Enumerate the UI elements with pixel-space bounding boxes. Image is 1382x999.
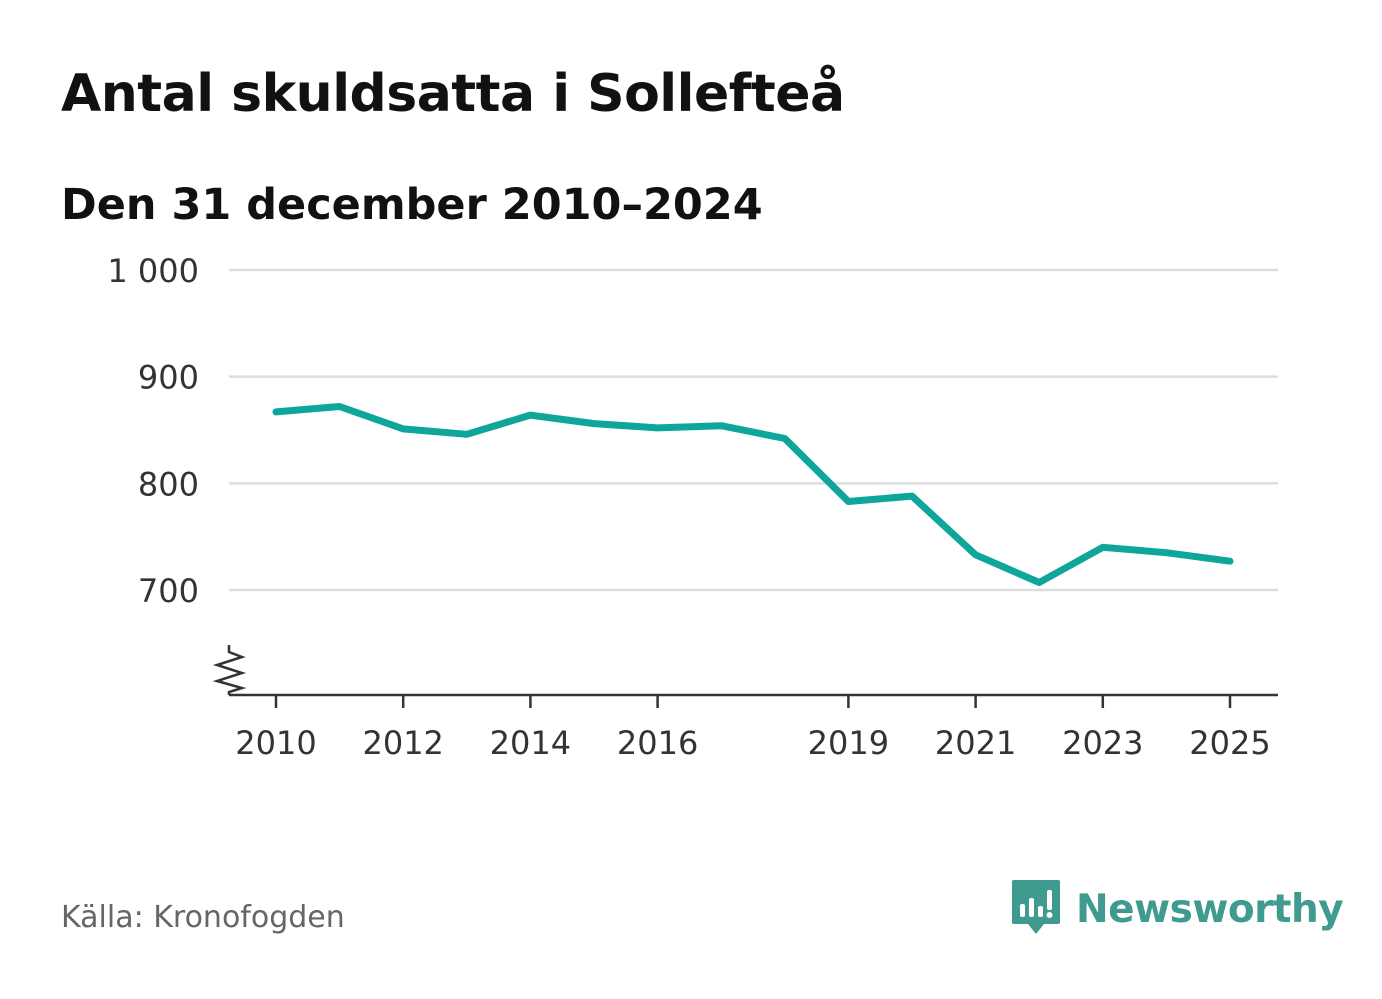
series-line xyxy=(272,403,1234,586)
x-tick-label: 2010 xyxy=(235,724,316,762)
x-tick-label: 2025 xyxy=(1189,724,1270,762)
newsworthy-logo: Newsworthy xyxy=(1010,878,1344,940)
chart-subtitle: Den 31 december 2010–2024 xyxy=(61,180,763,230)
gridlines xyxy=(229,268,1278,592)
series xyxy=(272,403,1234,586)
logo-text: Newsworthy xyxy=(1076,886,1344,932)
y-tick-label: 1 000 xyxy=(107,252,199,290)
x-tick-label: 2012 xyxy=(362,724,443,762)
x-tick-label: 2023 xyxy=(1062,724,1143,762)
y-tick-label: 700 xyxy=(138,572,199,610)
x-ticks: 2010 2012 2014 2016 2019 2021 2023 2025 xyxy=(235,695,1271,762)
axis-break-icon xyxy=(212,645,247,695)
x-tick-label: 2019 xyxy=(808,724,889,762)
x-tick-label: 2021 xyxy=(935,724,1016,762)
newsworthy-logo-icon xyxy=(1012,880,1060,934)
x-tick-label: 2014 xyxy=(490,724,571,762)
y-tick-label: 800 xyxy=(138,465,199,503)
chart-title: Antal skuldsatta i Sollefteå xyxy=(61,64,845,124)
source-note: Källa: Kronofogden xyxy=(61,900,345,935)
x-tick-label: 2016 xyxy=(617,724,698,762)
y-tick-label: 900 xyxy=(138,359,199,397)
y-tick-labels: 700 800 900 1 000 xyxy=(107,252,199,610)
